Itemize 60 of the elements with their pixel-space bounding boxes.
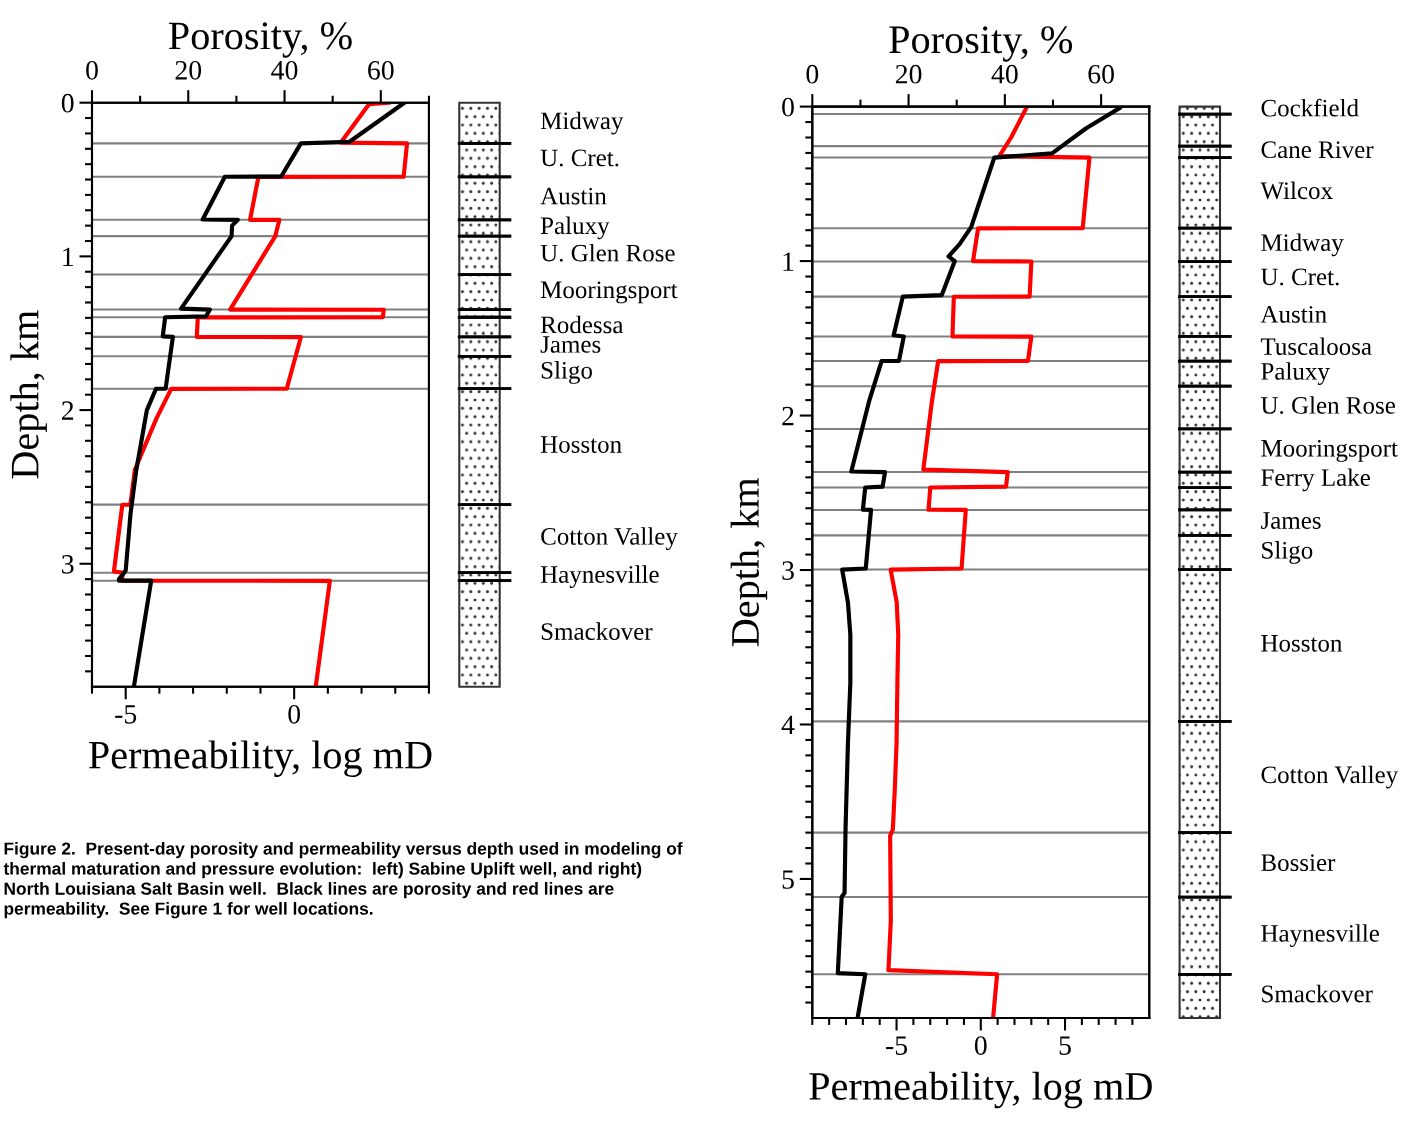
text: Midway — [540, 111, 624, 135]
text: U. Cret. — [540, 149, 619, 167]
x2-axis-title: Porosity, % — [889, 26, 1073, 62]
x2-tick-label: 40 — [991, 64, 1018, 84]
text: Wilcox — [1260, 181, 1333, 200]
text: U. Glen Rose — [1260, 396, 1395, 414]
text: Cane River — [1261, 141, 1374, 159]
y-tick-label: 4 — [781, 715, 795, 735]
text: James — [540, 336, 601, 353]
text: Paluxy — [540, 216, 610, 240]
text: Cockfield — [1261, 98, 1359, 117]
y-axis-title: Depth, km — [730, 477, 768, 647]
y-tick-label: 2 — [61, 401, 74, 420]
text: Sligo — [541, 361, 592, 384]
y-axis-title: Depth, km — [10, 310, 47, 479]
text: Cotton Valley — [1261, 765, 1399, 789]
x2-tick-label: 20 — [175, 60, 202, 80]
text: Haynesville — [1261, 924, 1379, 948]
x-tick-label: -5 — [886, 1036, 908, 1055]
y-tick-label: 3 — [62, 555, 74, 574]
text: Hosston — [1261, 635, 1343, 652]
x-axis-title: Permeability, log mD — [809, 1071, 1152, 1109]
y-tick-label: 1 — [63, 247, 73, 267]
caption: Figure 2. Present-day porosity and permeability versus depth used in modeling of thermal maturation and pressure evolution: left) Sabine Uplift well, and right) North Louisiana Salt Basin well. Black lines are porosity and red lines are permeability. See Figure 1 for well locations. — [3, 842, 683, 919]
y-tick-label: 1 — [783, 252, 794, 271]
text: Hosston — [540, 436, 622, 453]
x2-axis-title: Porosity, % — [168, 22, 352, 58]
y-tick-label: 0 — [61, 93, 74, 113]
x-tick-label: -5 — [115, 705, 137, 724]
y-tick-label: 0 — [782, 97, 794, 117]
x2-tick-label: 0 — [86, 60, 98, 80]
y-tick-label: 2 — [782, 406, 794, 426]
x2-tick-label: 40 — [271, 60, 298, 80]
text: Haynesville — [540, 565, 659, 589]
text: Mooringsport — [1261, 439, 1398, 462]
y-tick-label: 5 — [782, 870, 794, 889]
x2-tick-label: 20 — [895, 64, 922, 84]
x2-tick-label: 60 — [368, 60, 394, 80]
text: Tuscaloosa — [1260, 337, 1372, 355]
text: Sligo — [1262, 541, 1313, 564]
x-axis-title: Permeability, log mD — [88, 740, 432, 778]
x-tick-label: 5 — [1059, 1036, 1071, 1055]
text: Ferry Lake — [1261, 468, 1370, 492]
text: Midway — [1261, 233, 1344, 257]
x2-tick-label: 0 — [806, 64, 819, 84]
text: Mooringsport — [540, 281, 678, 304]
text: Rodessa — [540, 315, 624, 334]
text: U. Cret. — [1260, 268, 1339, 286]
text: Austin — [1260, 305, 1327, 323]
text: Smackover — [541, 622, 653, 640]
text: Cotton Valley — [541, 527, 678, 551]
text: James — [1260, 512, 1321, 529]
x-tick-label: 0 — [974, 1036, 987, 1055]
text: Paluxy — [1261, 362, 1330, 385]
y-tick-label: 3 — [782, 561, 794, 580]
x2-tick-label: 60 — [1088, 64, 1114, 84]
text: Austin — [540, 187, 607, 205]
text: Smackover — [1262, 984, 1373, 1003]
text: U. Glen Rose — [540, 243, 675, 262]
text: Bossier — [1261, 854, 1336, 872]
